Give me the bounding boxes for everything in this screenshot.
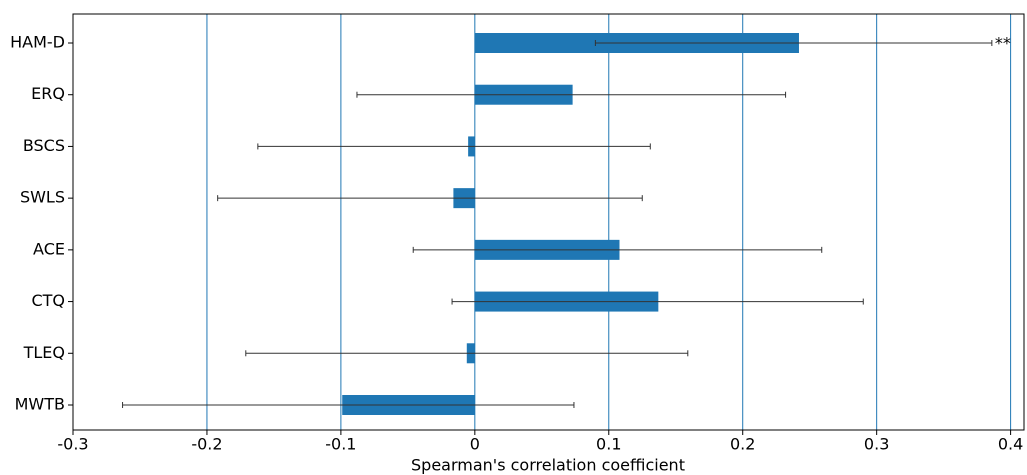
plot-frame	[72, 13, 1025, 431]
x-axis-label: Spearman's correlation coefficient	[411, 456, 685, 475]
y-tick-label: MWTB	[15, 395, 65, 414]
y-tick-label: HAM-D	[10, 33, 65, 52]
y-tick-label: BSCS	[23, 136, 65, 155]
y-tick-label: ACE	[33, 239, 65, 258]
y-tick-label: CTQ	[31, 291, 65, 310]
y-tick-label: TLEQ	[23, 343, 65, 362]
x-tick-label: -0.2	[191, 435, 222, 454]
y-tick-label: SWLS	[20, 188, 65, 207]
x-tick-label: 0	[470, 435, 480, 454]
x-tick-label: 0.2	[730, 435, 755, 454]
x-tick-label: -0.3	[57, 435, 88, 454]
x-tick-label: 0.3	[864, 435, 889, 454]
x-tick-label: -0.1	[325, 435, 356, 454]
significance-label: **	[995, 34, 1011, 53]
y-tick-label: ERQ	[31, 84, 65, 103]
x-tick-label: 0.4	[998, 435, 1023, 454]
x-tick-label: 0.1	[596, 435, 621, 454]
